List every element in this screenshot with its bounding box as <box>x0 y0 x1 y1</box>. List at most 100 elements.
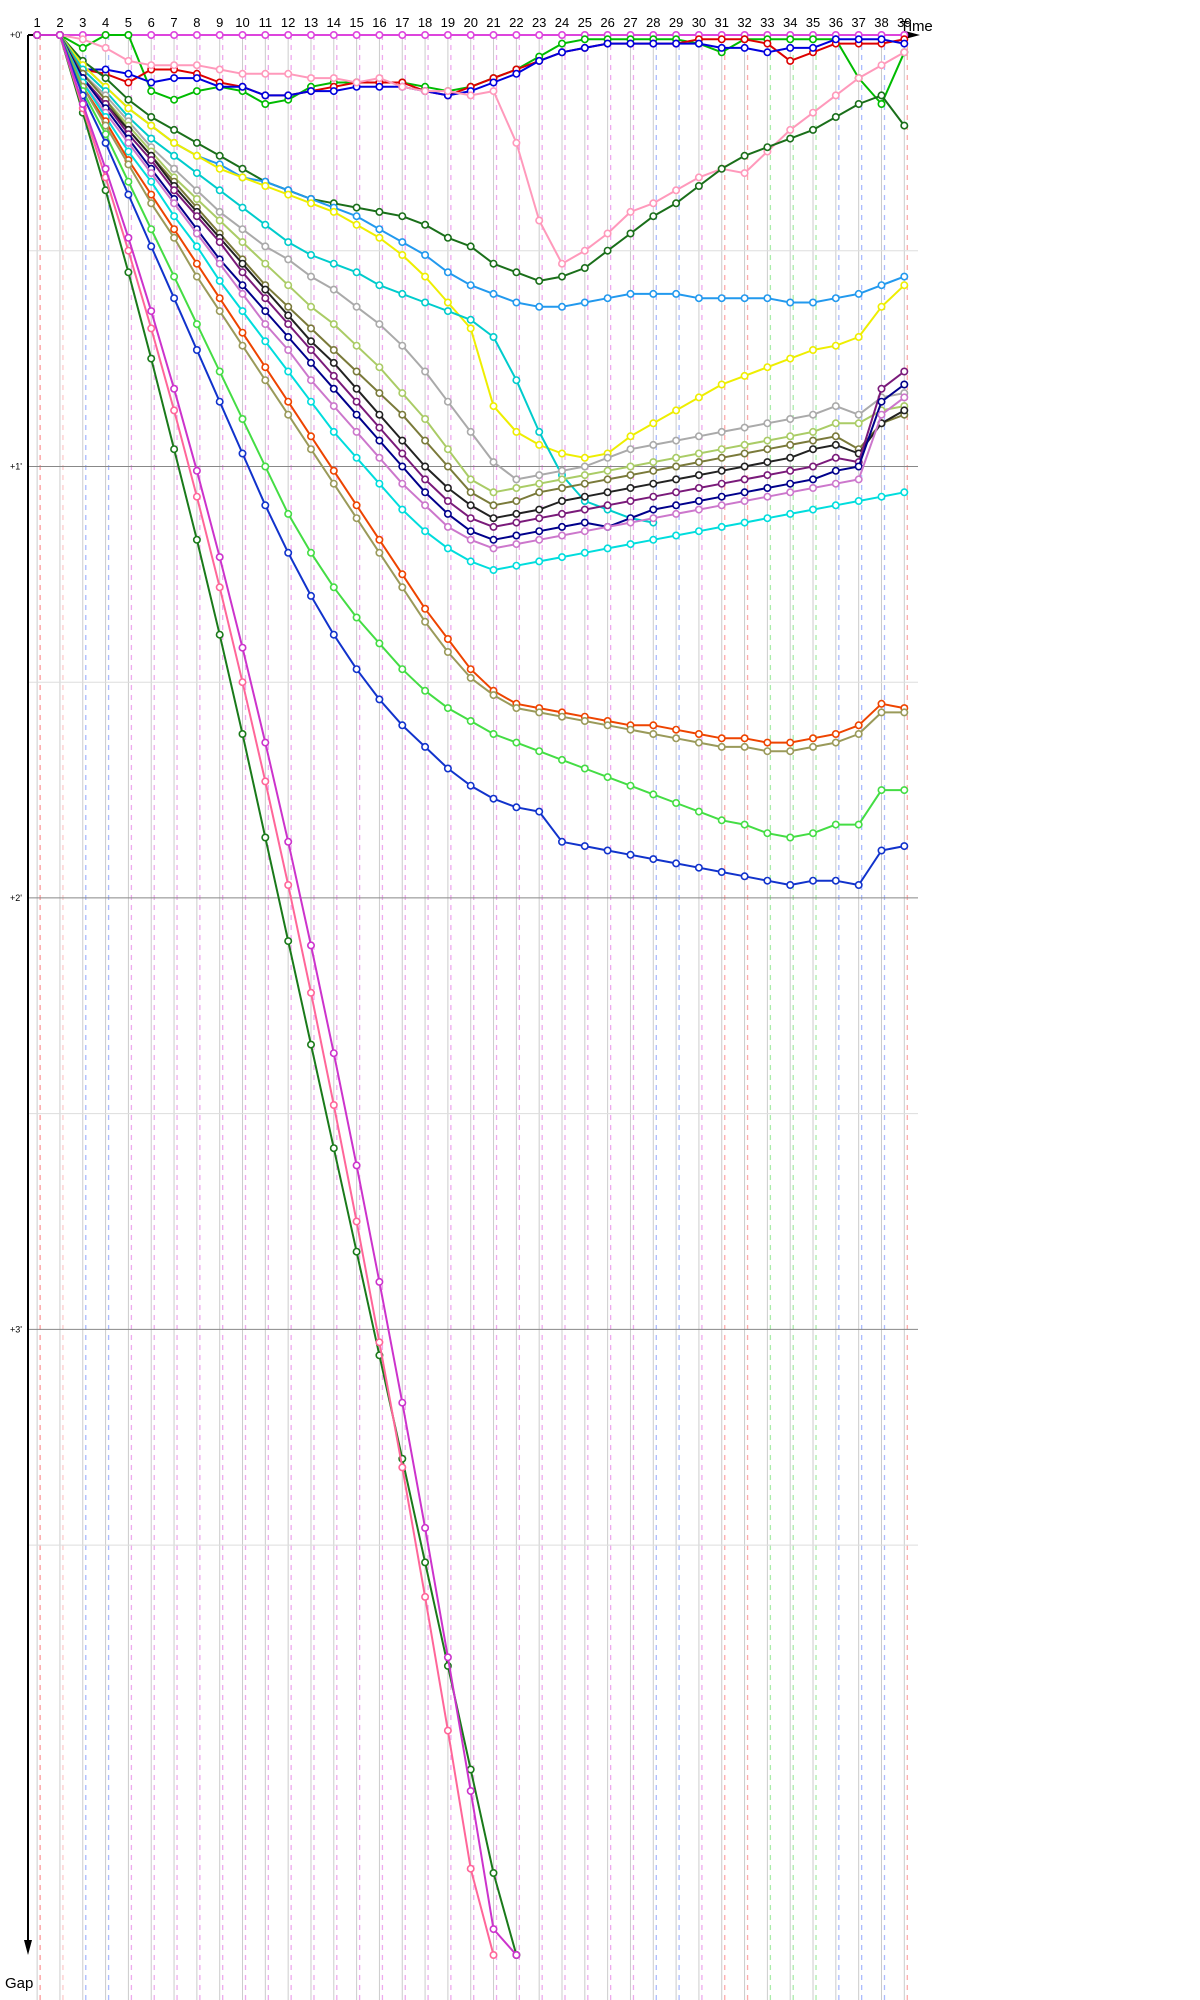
data-point-marker <box>763 483 772 492</box>
data-point-marker <box>626 207 635 216</box>
data-point-marker <box>672 509 681 518</box>
data-point-marker <box>238 449 247 458</box>
data-point-marker <box>124 138 133 147</box>
data-point-marker <box>124 160 133 169</box>
x-tick-label: 32 <box>737 15 751 30</box>
data-point-marker <box>786 747 795 756</box>
data-point-marker <box>398 238 407 247</box>
data-point-marker <box>352 1217 361 1226</box>
data-point-marker <box>306 988 315 997</box>
data-point-marker <box>329 466 338 475</box>
data-point-marker <box>626 725 635 734</box>
data-point-marker <box>147 134 156 143</box>
data-point-marker <box>717 35 726 44</box>
data-point-marker <box>443 268 452 277</box>
data-point-marker <box>215 259 224 268</box>
data-point-marker <box>192 259 201 268</box>
data-point-marker <box>101 43 110 52</box>
data-point-marker <box>101 30 110 39</box>
data-point-marker <box>421 686 430 695</box>
data-point-marker <box>786 125 795 134</box>
data-point-marker <box>147 156 156 165</box>
data-point-marker <box>808 436 817 445</box>
data-point-marker <box>717 453 726 462</box>
data-point-marker <box>78 100 87 109</box>
data-point-marker <box>512 704 521 713</box>
data-point-marker <box>854 35 863 44</box>
data-point-marker <box>306 591 315 600</box>
data-point-marker <box>649 419 658 428</box>
x-tick-label: 24 <box>555 15 569 30</box>
data-point-marker <box>694 483 703 492</box>
data-point-marker <box>375 389 384 398</box>
projection-lines <box>39 35 908 2000</box>
data-point-marker <box>603 501 612 510</box>
data-point-marker <box>238 30 247 39</box>
data-point-marker <box>603 246 612 255</box>
series-rider-06 <box>33 30 909 285</box>
data-point-marker <box>306 302 315 311</box>
data-point-marker <box>512 268 521 277</box>
data-point-marker <box>398 449 407 458</box>
data-point-marker <box>717 501 726 510</box>
data-point-marker <box>398 570 407 579</box>
data-point-marker <box>466 242 475 251</box>
data-point-marker <box>557 302 566 311</box>
data-point-marker <box>489 1925 498 1934</box>
data-point-marker <box>466 91 475 100</box>
data-point-marker <box>489 259 498 268</box>
data-point-marker <box>147 30 156 39</box>
data-point-marker <box>192 212 201 221</box>
data-point-marker <box>649 440 658 449</box>
data-point-marker <box>854 332 863 341</box>
data-point-marker <box>261 285 270 294</box>
data-point-marker <box>306 199 315 208</box>
data-point-marker <box>306 324 315 333</box>
data-point-marker <box>443 233 452 242</box>
data-point-marker <box>147 324 156 333</box>
series-rider-15 <box>33 30 909 544</box>
x-tick-label: 6 <box>148 15 155 30</box>
x-tick-label: 21 <box>486 15 500 30</box>
data-point-marker <box>512 509 521 518</box>
data-point-marker <box>489 1869 498 1878</box>
data-point-marker <box>603 466 612 475</box>
data-point-marker <box>306 337 315 346</box>
data-point-marker <box>147 121 156 130</box>
data-point-marker <box>694 182 703 191</box>
data-point-marker <box>831 501 840 510</box>
data-point-marker <box>238 238 247 247</box>
data-point-marker <box>170 186 179 195</box>
data-point-marker <box>466 30 475 39</box>
x-tick-label: 22 <box>509 15 523 30</box>
data-point-marker <box>147 78 156 87</box>
data-point-marker <box>329 74 338 83</box>
data-point-marker <box>512 138 521 147</box>
data-point-marker <box>306 941 315 950</box>
data-point-marker <box>603 475 612 484</box>
data-point-marker <box>535 479 544 488</box>
data-point-marker <box>284 837 293 846</box>
series-line <box>36 34 518 1956</box>
data-point-marker <box>261 462 270 471</box>
data-point-marker <box>398 389 407 398</box>
data-point-marker <box>375 1277 384 1286</box>
data-point-marker <box>375 74 384 83</box>
data-point-marker <box>215 82 224 91</box>
data-point-marker <box>284 281 293 290</box>
data-point-marker <box>854 419 863 428</box>
data-point-marker <box>808 298 817 307</box>
data-point-marker <box>261 738 270 747</box>
data-point-marker <box>421 527 430 536</box>
data-point-marker <box>694 294 703 303</box>
data-point-marker <box>535 302 544 311</box>
data-point-marker <box>831 820 840 829</box>
data-point-marker <box>808 475 817 484</box>
data-point-marker <box>375 695 384 704</box>
data-point-marker <box>900 48 909 57</box>
data-point-marker <box>535 30 544 39</box>
data-point-marker <box>580 548 589 557</box>
data-point-marker <box>831 876 840 885</box>
data-point-marker <box>306 432 315 441</box>
data-point-marker <box>101 138 110 147</box>
